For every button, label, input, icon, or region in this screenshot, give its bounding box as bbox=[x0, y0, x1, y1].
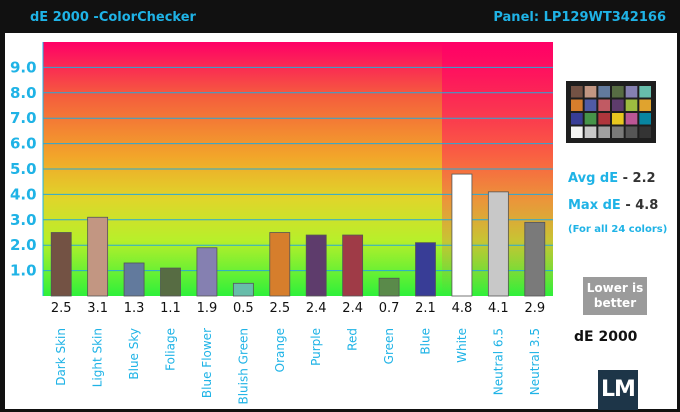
value-label: 2.1 bbox=[415, 301, 436, 316]
color-swatch bbox=[571, 113, 583, 125]
color-swatch bbox=[598, 99, 610, 111]
category-label: Neutral 6.5 bbox=[491, 328, 505, 395]
badge-line-2: better bbox=[593, 296, 637, 310]
category-label: Neutral 3.5 bbox=[528, 328, 542, 395]
category-label: Dark Skin bbox=[54, 328, 68, 386]
bar-purple bbox=[305, 234, 327, 297]
colorchecker-thumbnail bbox=[566, 81, 656, 143]
y-tick-label: 7.0 bbox=[10, 109, 37, 127]
y-tick-label: 1.0 bbox=[10, 262, 37, 280]
color-swatch bbox=[584, 86, 597, 98]
max-de-value: - 4.8 bbox=[625, 198, 659, 213]
bar-red bbox=[342, 234, 364, 297]
color-swatch bbox=[625, 99, 638, 111]
color-swatch bbox=[571, 99, 583, 111]
avg-de-label: Avg dE bbox=[568, 171, 619, 186]
category-label: Red bbox=[346, 328, 360, 351]
value-label: 4.8 bbox=[452, 301, 473, 316]
color-swatch bbox=[639, 126, 651, 138]
value-label: 0.7 bbox=[379, 301, 400, 316]
bar-dark-skin bbox=[50, 232, 72, 297]
bar-light-skin bbox=[87, 216, 109, 297]
color-swatch bbox=[571, 126, 583, 138]
color-swatch bbox=[571, 86, 583, 98]
category-label: Blue Sky bbox=[127, 328, 141, 380]
color-swatch bbox=[612, 99, 624, 111]
value-label: 0.5 bbox=[233, 301, 254, 316]
bar-neutral-35 bbox=[524, 221, 546, 297]
value-label: 2.5 bbox=[269, 301, 290, 316]
value-label: 2.5 bbox=[51, 301, 72, 316]
color-swatch bbox=[639, 99, 651, 111]
value-label: 3.1 bbox=[87, 301, 108, 316]
metric-label: dE 2000 bbox=[574, 329, 638, 345]
category-label: White bbox=[455, 328, 469, 363]
value-label: 2.4 bbox=[306, 301, 327, 316]
color-swatch bbox=[625, 113, 638, 125]
lower-is-better-badge: Lower is better bbox=[583, 277, 647, 315]
category-label: Foliage bbox=[164, 328, 178, 371]
bar-orange bbox=[269, 232, 291, 297]
y-tick-label: 5.0 bbox=[10, 160, 37, 178]
bar-bluish-green bbox=[232, 282, 254, 297]
y-tick-label: 9.0 bbox=[10, 58, 37, 76]
bar-foliage bbox=[160, 267, 181, 297]
avg-de-value: - 2.2 bbox=[622, 171, 656, 186]
color-swatch bbox=[584, 126, 597, 138]
value-label: 2.4 bbox=[342, 301, 363, 316]
color-swatch bbox=[598, 86, 610, 98]
badge-line-1: Lower is bbox=[586, 281, 644, 295]
bar-blue bbox=[415, 242, 436, 297]
value-label: 1.3 bbox=[124, 301, 145, 316]
y-axis-ticks: 1.0 2.0 3.0 4.0 5.0 6.0 7.0 8.0 9.0 bbox=[10, 58, 37, 279]
color-swatch bbox=[639, 86, 651, 98]
color-swatch bbox=[625, 126, 638, 138]
y-tick-label: 6.0 bbox=[10, 135, 37, 153]
chart-canvas: 1.0 2.0 3.0 4.0 5.0 6.0 7.0 8.0 9.0 2.5 3.1 1.3 1.1… bbox=[10, 42, 656, 405]
category-labels: Dark Skin Light Skin Blue Sky Foliage Blue F… bbox=[54, 328, 542, 405]
value-label: 4.1 bbox=[488, 301, 509, 316]
category-label: Purple bbox=[309, 328, 323, 366]
color-swatch bbox=[612, 113, 624, 125]
bar-white bbox=[451, 173, 473, 297]
y-tick-label: 3.0 bbox=[10, 211, 37, 229]
value-label: 1.1 bbox=[160, 301, 181, 316]
category-label: Orange bbox=[273, 328, 287, 372]
avg-de-row: Avg dE - 2.2 bbox=[568, 171, 656, 186]
max-de-label: Max dE bbox=[568, 198, 621, 213]
y-tick-label: 2.0 bbox=[10, 236, 37, 254]
bar-blue-sky bbox=[123, 262, 145, 297]
laptopmedia-logo: LM bbox=[598, 370, 638, 410]
color-swatch bbox=[625, 86, 638, 98]
bar-blue-flower bbox=[196, 247, 218, 297]
chart-panel: 1.0 2.0 3.0 4.0 5.0 6.0 7.0 8.0 9.0 2.5 3.1 1.3 1.1… bbox=[5, 33, 677, 410]
category-label: Green bbox=[382, 328, 396, 364]
value-label: 2.9 bbox=[524, 301, 545, 316]
category-label: Blue bbox=[419, 328, 433, 355]
category-label: Light Skin bbox=[91, 328, 105, 387]
color-swatch bbox=[612, 126, 624, 138]
bar-green bbox=[378, 277, 400, 297]
color-swatch bbox=[598, 126, 610, 138]
category-label: Bluish Green bbox=[236, 328, 250, 405]
y-tick-label: 4.0 bbox=[10, 185, 37, 203]
color-swatch bbox=[584, 113, 597, 125]
panel-label: Panel: LP129WT342166 bbox=[493, 10, 666, 25]
value-label: 1.9 bbox=[197, 301, 218, 316]
y-tick-label: 8.0 bbox=[10, 84, 37, 102]
bar-neutral-65 bbox=[487, 191, 509, 297]
color-swatch bbox=[598, 113, 610, 125]
color-swatch bbox=[584, 99, 597, 111]
value-labels: 2.5 3.1 1.3 1.1 1.9 0.5 2.5 2.4 2.4 0.7 2.1 4.8 4.1 2… bbox=[51, 301, 545, 316]
category-label: Blue Flower bbox=[200, 328, 214, 398]
colors-note: (For all 24 colors) bbox=[568, 224, 668, 235]
color-swatch bbox=[612, 86, 624, 98]
chart-title: dE 2000 -ColorChecker bbox=[30, 10, 196, 25]
bar-series bbox=[50, 173, 546, 297]
max-de-row: Max dE - 4.8 bbox=[568, 198, 658, 213]
color-swatch bbox=[639, 113, 651, 125]
